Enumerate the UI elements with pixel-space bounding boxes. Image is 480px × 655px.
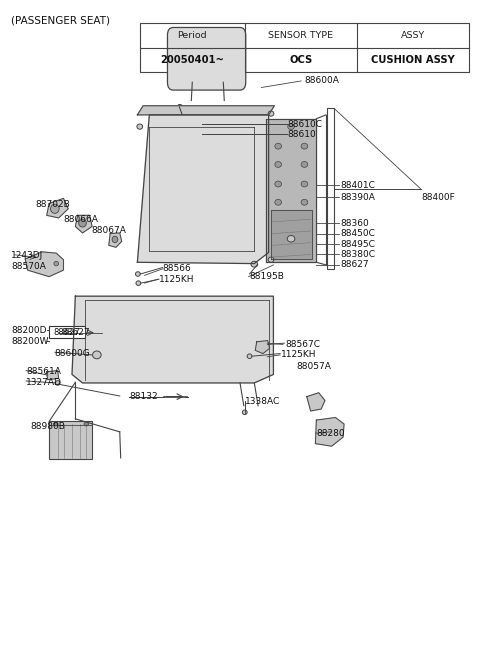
Ellipse shape: [247, 354, 252, 358]
FancyBboxPatch shape: [168, 28, 246, 90]
Polygon shape: [315, 417, 344, 446]
Polygon shape: [109, 233, 121, 248]
Polygon shape: [266, 119, 316, 262]
Text: 20050401~: 20050401~: [160, 55, 224, 65]
Bar: [49, 326, 85, 338]
Ellipse shape: [93, 351, 101, 359]
Text: 88495C: 88495C: [340, 240, 375, 248]
Polygon shape: [137, 115, 269, 263]
Polygon shape: [271, 210, 312, 259]
Text: 88132: 88132: [129, 392, 158, 401]
Text: 88702B: 88702B: [36, 200, 71, 210]
Ellipse shape: [135, 272, 140, 276]
Bar: [49, 421, 92, 459]
Ellipse shape: [79, 219, 86, 227]
Ellipse shape: [50, 204, 59, 214]
Text: 1243DJ: 1243DJ: [11, 252, 43, 260]
Text: 88610C: 88610C: [288, 119, 323, 128]
Bar: [327, 108, 334, 269]
Text: 88570A: 88570A: [11, 262, 46, 271]
Text: 1125KH: 1125KH: [159, 274, 194, 284]
Ellipse shape: [268, 257, 274, 262]
Polygon shape: [307, 393, 325, 411]
Text: 88067A: 88067A: [91, 227, 126, 235]
Text: 88610: 88610: [288, 130, 316, 139]
Text: 88566: 88566: [163, 265, 192, 273]
Ellipse shape: [242, 410, 247, 415]
Text: 88200W: 88200W: [11, 337, 48, 346]
Ellipse shape: [275, 181, 281, 187]
Ellipse shape: [136, 281, 141, 286]
Text: 88627: 88627: [61, 328, 90, 337]
Text: 1327AD: 1327AD: [26, 378, 62, 387]
Text: 88980B: 88980B: [30, 422, 65, 431]
Polygon shape: [72, 296, 274, 383]
Ellipse shape: [275, 143, 281, 149]
Text: 1338AC: 1338AC: [245, 398, 280, 406]
Ellipse shape: [251, 261, 258, 267]
Text: 88600G: 88600G: [55, 349, 91, 358]
Text: 88280: 88280: [316, 428, 345, 438]
Text: 88200D: 88200D: [11, 326, 47, 335]
Text: 1125KH: 1125KH: [281, 350, 316, 360]
Text: SENSOR TYPE: SENSOR TYPE: [268, 31, 333, 40]
Ellipse shape: [301, 199, 308, 205]
Text: CUSHION ASSY: CUSHION ASSY: [371, 55, 455, 65]
Polygon shape: [47, 371, 59, 380]
Polygon shape: [137, 105, 275, 115]
Bar: [140, 23, 469, 73]
Polygon shape: [255, 341, 270, 354]
Ellipse shape: [84, 422, 89, 426]
Ellipse shape: [287, 236, 295, 242]
Ellipse shape: [178, 104, 182, 108]
Polygon shape: [47, 198, 68, 218]
Ellipse shape: [54, 261, 59, 266]
Ellipse shape: [288, 124, 294, 130]
Ellipse shape: [112, 236, 118, 243]
Ellipse shape: [275, 162, 281, 168]
Text: 88567C: 88567C: [285, 340, 320, 349]
Text: OCS: OCS: [289, 55, 312, 65]
Text: 88066A: 88066A: [63, 215, 98, 224]
Polygon shape: [75, 215, 92, 233]
Ellipse shape: [53, 422, 58, 426]
Text: 88561A: 88561A: [26, 367, 61, 377]
Ellipse shape: [268, 111, 274, 116]
Text: ASSY: ASSY: [401, 31, 425, 40]
Ellipse shape: [137, 124, 143, 129]
Text: 88057A: 88057A: [296, 362, 331, 371]
Ellipse shape: [301, 143, 308, 149]
Text: 88627: 88627: [54, 328, 81, 337]
Ellipse shape: [275, 199, 281, 205]
Text: 88401C: 88401C: [340, 181, 375, 190]
Ellipse shape: [301, 162, 308, 168]
Ellipse shape: [55, 381, 60, 385]
Text: Period: Period: [178, 31, 207, 40]
Text: 88450C: 88450C: [340, 229, 375, 238]
Text: 88390A: 88390A: [340, 193, 375, 202]
Text: (PASSENGER SEAT): (PASSENGER SEAT): [11, 16, 110, 26]
Text: 88380C: 88380C: [340, 250, 375, 259]
Text: 88360: 88360: [340, 219, 369, 228]
Text: 88600A: 88600A: [304, 77, 339, 85]
Polygon shape: [25, 252, 63, 276]
Text: 88195B: 88195B: [250, 272, 285, 281]
Ellipse shape: [301, 181, 308, 187]
Text: 88400F: 88400F: [421, 193, 455, 202]
Text: 88627: 88627: [340, 261, 369, 269]
